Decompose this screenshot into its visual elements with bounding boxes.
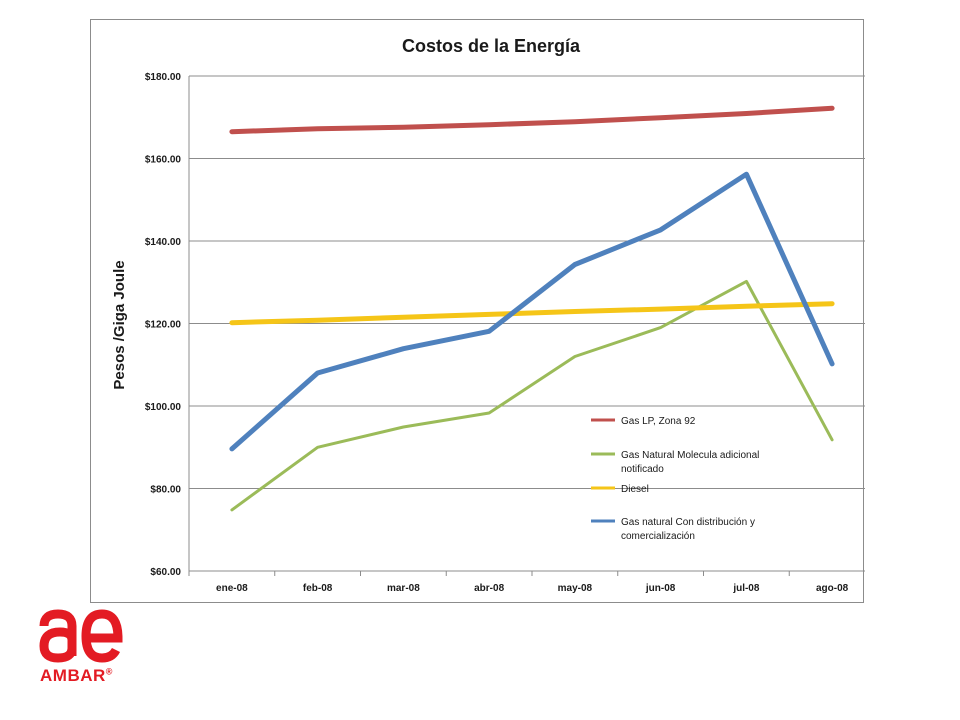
series-line-4 (229, 171, 835, 452)
y-axis-label: Pesos /Giga Joule (111, 260, 128, 389)
x-tick-label: ene-08 (216, 583, 248, 594)
chart-title: Costos de la Energía (402, 36, 581, 56)
legend-entry: Diesel (621, 484, 649, 495)
x-tick-label: may-08 (558, 583, 593, 594)
y-tick-label: $60.00 (150, 567, 181, 578)
legend-entry: Gas natural Con distribución y comerciali… (621, 517, 755, 542)
y-tick-label: $80.00 (150, 485, 181, 496)
legend: Gas LP, Zona 92 Gas Natural Molecula adic… (591, 416, 759, 542)
ae-logo-icon (39, 609, 123, 663)
y-tick-label: $180.00 (145, 72, 182, 83)
series-line-1 (229, 105, 835, 135)
legend-entry: Gas LP, Zona 92 (621, 416, 696, 427)
series-line-2 (230, 279, 834, 512)
x-tick-label: jun-08 (645, 583, 676, 594)
legend-entry: Gas Natural Molecula adicional notificado (621, 450, 759, 475)
y-tick-label: $140.00 (145, 237, 182, 248)
brand-name: AMBAR® (40, 666, 113, 686)
axes: $60.00 $80.00 $100.00 $120.00 $140.00 $160.00… (145, 72, 865, 594)
registered-mark: ® (105, 666, 113, 677)
x-tick-label: jul-08 (732, 583, 760, 594)
x-tick-label: abr-08 (474, 583, 504, 594)
y-tick-label: $120.00 (145, 320, 182, 331)
y-tick-label: $100.00 (145, 402, 182, 413)
x-tick-label: ago-08 (816, 583, 849, 594)
series-lines (229, 105, 835, 512)
series-line-3 (229, 301, 835, 326)
ambar-logo (36, 604, 136, 688)
brand-text: AMBAR (40, 666, 106, 685)
x-tick-label: feb-08 (303, 583, 333, 594)
y-tick-label: $160.00 (145, 155, 182, 166)
gridlines (189, 75, 865, 489)
chart-frame: Costos de la Energía Pesos /Giga Joule $… (90, 19, 865, 603)
line-chart: Costos de la Energía Pesos /Giga Joule $… (111, 36, 865, 594)
x-tick-label: mar-08 (387, 583, 420, 594)
